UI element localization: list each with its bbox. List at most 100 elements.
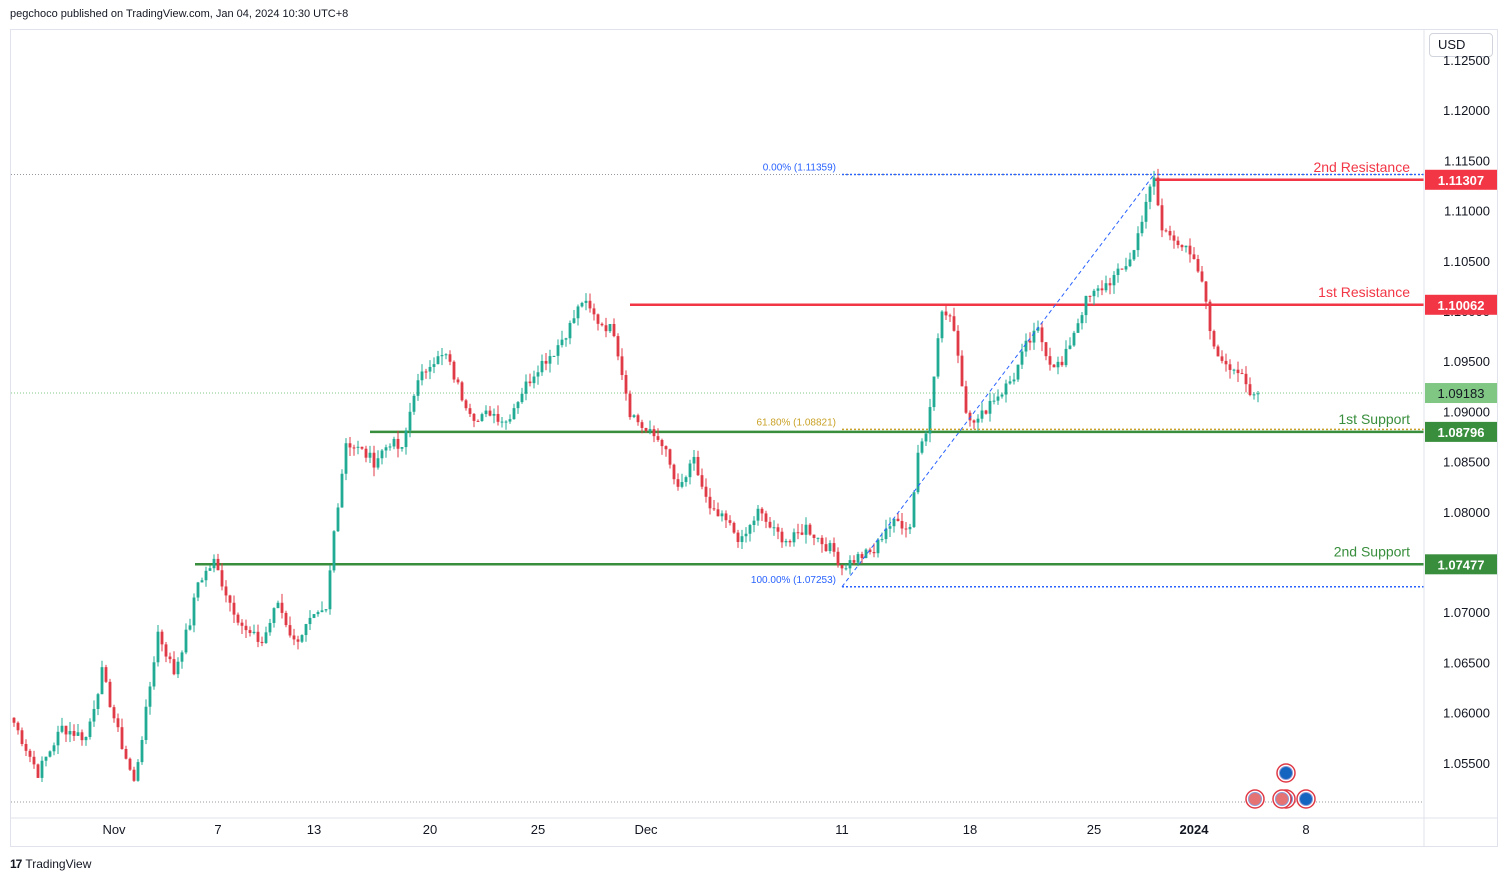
candle-body <box>656 436 660 440</box>
candle <box>128 757 132 772</box>
candle <box>976 414 980 432</box>
candle <box>944 305 948 321</box>
candle-body <box>828 543 832 552</box>
candle <box>576 304 580 326</box>
candle <box>832 537 836 557</box>
candle-body <box>456 379 460 383</box>
candle-body <box>12 717 16 723</box>
candle-body <box>184 629 188 653</box>
candle <box>672 463 676 485</box>
candle-body <box>508 419 512 422</box>
candle <box>328 565 332 615</box>
candle <box>256 624 260 648</box>
price-tag-text: 1.07477 <box>1438 557 1485 572</box>
candle <box>1192 247 1196 260</box>
candle-body <box>792 532 796 543</box>
candle <box>460 380 464 402</box>
candle <box>784 538 788 547</box>
us-flag-icon[interactable] <box>1245 789 1265 809</box>
candle <box>820 535 824 553</box>
candle-body <box>628 393 632 418</box>
candle <box>228 594 232 612</box>
candle-body <box>16 722 20 731</box>
candle <box>812 534 816 546</box>
candle-body <box>264 632 268 644</box>
fib-trend-line[interactable] <box>841 174 1155 588</box>
candle <box>1012 372 1016 385</box>
candle <box>1228 359 1232 379</box>
eu-flag-icon[interactable] <box>1276 763 1296 783</box>
candle-body <box>276 602 280 609</box>
candle <box>1076 318 1080 333</box>
candle-body <box>168 656 172 660</box>
candle <box>824 537 828 552</box>
candle <box>372 445 376 477</box>
candle-body <box>392 438 396 447</box>
candle <box>72 724 76 742</box>
candle-body <box>1056 361 1060 368</box>
candle-body <box>1244 373 1248 385</box>
candle-body <box>1120 268 1124 270</box>
candle <box>676 473 680 491</box>
candle-body <box>772 527 776 529</box>
y-tick-label: 1.07000 <box>1443 605 1490 620</box>
candle <box>424 368 428 379</box>
candle-body <box>588 300 592 309</box>
candle-body <box>492 413 496 416</box>
candle-body <box>540 360 544 373</box>
candle <box>736 529 740 548</box>
candle-body <box>956 330 960 356</box>
candle-body <box>756 508 760 521</box>
candle <box>1176 236 1180 249</box>
eu-flag-icon[interactable] <box>1296 789 1316 809</box>
candle <box>180 650 184 669</box>
candle-body <box>468 408 472 414</box>
candle-body <box>20 730 24 745</box>
candle <box>28 748 32 763</box>
candle <box>148 681 152 715</box>
candle <box>588 293 592 313</box>
us-flag-icon[interactable] <box>1272 789 1292 809</box>
candle <box>88 718 92 740</box>
candle <box>508 414 512 424</box>
candle-body <box>864 549 868 559</box>
candle-body <box>1092 290 1096 297</box>
candle <box>592 303 596 321</box>
candle-body <box>68 731 72 735</box>
candle-body <box>100 667 104 695</box>
candle <box>628 390 632 420</box>
x-tick-label: 18 <box>963 822 977 837</box>
candle-body <box>812 534 816 539</box>
candle-body <box>284 612 288 626</box>
candle-body <box>164 644 168 657</box>
candle-body <box>80 732 84 741</box>
candle <box>1168 225 1172 241</box>
level-label: 1st Support <box>1338 411 1410 427</box>
candle-body <box>608 323 612 332</box>
x-tick-label: Dec <box>634 822 658 837</box>
candle-body <box>884 528 888 540</box>
candle <box>188 618 192 631</box>
candle-body <box>916 452 920 493</box>
candle-body <box>476 420 480 422</box>
candle-body <box>300 635 304 642</box>
candle <box>132 766 136 782</box>
candle-body <box>1188 245 1192 255</box>
candle-body <box>1176 240 1180 246</box>
currency-selector[interactable]: USD <box>1429 33 1493 57</box>
candle <box>200 577 204 583</box>
candle <box>1236 361 1240 382</box>
candle <box>376 450 380 470</box>
candle-body <box>1112 275 1116 286</box>
candle <box>836 547 840 568</box>
candle <box>584 293 588 311</box>
candle-body <box>348 443 352 448</box>
candle-body <box>748 525 752 534</box>
candle-body <box>732 522 736 533</box>
candle-body <box>660 439 664 447</box>
candle <box>1200 266 1204 283</box>
price-tag-resistance <box>1425 169 1497 190</box>
candle <box>1040 322 1044 352</box>
candle <box>12 717 16 727</box>
